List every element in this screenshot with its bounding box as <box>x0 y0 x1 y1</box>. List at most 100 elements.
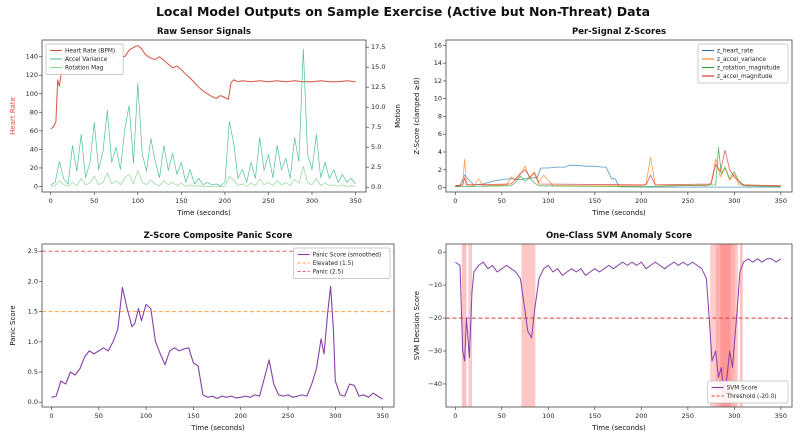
svg-text:150: 150 <box>589 412 601 420</box>
svg-text:150: 150 <box>175 197 187 205</box>
svg-text:100: 100 <box>26 90 38 98</box>
svg-text:Panic Score (smoothed): Panic Score (smoothed) <box>313 253 382 259</box>
svg-text:Threshold (-20.0): Threshold (-20.0) <box>726 394 777 400</box>
svg-text:−30: −30 <box>428 347 442 355</box>
chart-canvas: 0 50 100 150 200 250 300 350 0 −10 −20 −30 −40 One-Cl… <box>413 231 793 432</box>
svg-text:z_accel_variance: z_accel_variance <box>717 57 766 63</box>
svg-text:300: 300 <box>728 197 740 205</box>
svg-text:10: 10 <box>434 95 442 103</box>
svg-text:100: 100 <box>542 412 554 420</box>
svg-text:350: 350 <box>376 412 388 420</box>
svg-text:5.0: 5.0 <box>371 143 381 151</box>
svg-text:350: 350 <box>775 412 787 420</box>
svg-text:200: 200 <box>635 412 647 420</box>
svg-text:Heart Rate: Heart Rate <box>9 97 17 135</box>
svg-text:Rotation Mag: Rotation Mag <box>65 66 104 72</box>
svg-text:SVM Score: SVM Score <box>727 386 758 392</box>
svg-text:150: 150 <box>589 197 601 205</box>
svg-text:Time (seconds): Time (seconds) <box>591 209 646 217</box>
svg-text:0: 0 <box>438 248 442 256</box>
svg-text:50: 50 <box>95 412 103 420</box>
svg-text:40: 40 <box>30 145 38 153</box>
svg-text:150: 150 <box>187 412 199 420</box>
svg-text:200: 200 <box>234 412 246 420</box>
svg-text:12.5: 12.5 <box>371 83 385 91</box>
svg-text:0: 0 <box>49 197 53 205</box>
svg-text:4: 4 <box>438 148 442 156</box>
svg-text:Raw Sensor Signals: Raw Sensor Signals <box>157 27 251 37</box>
svm-anomaly-chart: 0 50 100 150 200 250 300 350 0 −10 −20 −30 −40 One-Cl… <box>410 228 802 439</box>
svg-text:0: 0 <box>453 412 457 420</box>
svg-text:0: 0 <box>34 182 38 190</box>
svg-text:SVM Decision Score: SVM Decision Score <box>413 291 421 360</box>
svg-text:−40: −40 <box>428 380 442 388</box>
svg-text:−10: −10 <box>428 281 442 289</box>
svg-text:Z-Score Composite Panic Score: Z-Score Composite Panic Score <box>144 231 293 241</box>
svg-text:0.0: 0.0 <box>371 183 381 191</box>
svg-text:250: 250 <box>282 412 294 420</box>
svg-text:Heart Rate (BPM): Heart Rate (BPM) <box>65 49 115 55</box>
svg-text:250: 250 <box>682 197 694 205</box>
svg-text:0: 0 <box>453 197 457 205</box>
svg-text:0.5: 0.5 <box>28 368 38 376</box>
svg-text:z_accel_magnitude: z_accel_magnitude <box>717 74 773 80</box>
svg-text:0.0: 0.0 <box>28 398 38 406</box>
svg-text:Elevated (1.5): Elevated (1.5) <box>313 261 354 267</box>
svg-text:2: 2 <box>438 166 442 174</box>
panic-score-chart: 0 50 100 150 200 250 300 350 0.0 0.5 1.0 1.5 2.0 2.5 Z… <box>6 228 404 439</box>
svg-text:17.5: 17.5 <box>371 43 385 51</box>
svg-text:300: 300 <box>329 412 341 420</box>
svg-text:50: 50 <box>90 197 98 205</box>
svg-text:350: 350 <box>349 197 361 205</box>
svg-text:200: 200 <box>219 197 231 205</box>
svg-text:2.0: 2.0 <box>28 277 38 285</box>
svg-text:140: 140 <box>26 53 38 61</box>
raw-sensor-signals-chart: 0 50 100 150 200 250 300 350 0 20 40 60 80 100 120 140 0… <box>6 24 404 224</box>
svg-text:80: 80 <box>30 108 38 116</box>
svg-text:12: 12 <box>434 77 442 85</box>
svg-text:Panic Score: Panic Score <box>9 305 17 345</box>
svg-text:6: 6 <box>438 130 442 138</box>
svg-text:10.0: 10.0 <box>371 103 385 111</box>
svg-text:0: 0 <box>49 412 53 420</box>
svg-text:Motion: Motion <box>394 104 402 128</box>
svg-text:20: 20 <box>30 164 38 172</box>
svg-text:z_heart_rate: z_heart_rate <box>717 49 753 55</box>
svg-text:Panic (2.5): Panic (2.5) <box>313 270 344 276</box>
svg-text:Per-Signal Z-Scores: Per-Signal Z-Scores <box>572 27 666 37</box>
chart-canvas: 0 50 100 150 200 250 300 350 0.0 0.5 1.0 1.5 2.0 2.5 Z… <box>9 231 395 432</box>
svg-text:100: 100 <box>132 197 144 205</box>
svg-text:2.5: 2.5 <box>28 247 38 255</box>
svg-text:Time (seconds): Time (seconds) <box>190 424 245 432</box>
svg-text:7.5: 7.5 <box>371 123 381 131</box>
chart-canvas: 0 50 100 150 200 250 300 350 0 20 40 60 80 100 120 140 0… <box>9 27 402 217</box>
svg-text:Accel Variance: Accel Variance <box>65 57 108 63</box>
svg-text:250: 250 <box>262 197 274 205</box>
svg-text:z_rotation_magnitude: z_rotation_magnitude <box>717 66 780 72</box>
svg-text:350: 350 <box>775 197 787 205</box>
svg-text:250: 250 <box>682 412 694 420</box>
svg-text:50: 50 <box>498 412 506 420</box>
svg-text:Time (seconds): Time (seconds) <box>591 424 646 432</box>
svg-text:200: 200 <box>635 197 647 205</box>
svg-text:8: 8 <box>438 112 442 120</box>
svg-text:50: 50 <box>498 197 506 205</box>
svg-text:15.0: 15.0 <box>371 63 385 71</box>
svg-text:2.5: 2.5 <box>371 163 381 171</box>
figure-title: Local Model Outputs on Sample Exercise (… <box>155 4 651 19</box>
svg-text:16: 16 <box>434 41 442 49</box>
svg-text:One-Class SVM Anomaly Score: One-Class SVM Anomaly Score <box>546 231 692 241</box>
svg-text:0: 0 <box>438 184 442 192</box>
chart-canvas: 0 50 100 150 200 250 300 350 0 2 4 6 8 10 12 14 16 Per-Si… <box>413 27 793 217</box>
svg-text:Time (seconds): Time (seconds) <box>176 209 231 217</box>
svg-text:300: 300 <box>728 412 740 420</box>
svg-text:100: 100 <box>140 412 152 420</box>
svg-text:14: 14 <box>434 59 442 67</box>
svg-text:−20: −20 <box>428 314 442 322</box>
svg-text:100: 100 <box>542 197 554 205</box>
svg-text:Z-Score (clamped ≥0): Z-Score (clamped ≥0) <box>413 77 421 154</box>
per-signal-zscores-chart: 0 50 100 150 200 250 300 350 0 2 4 6 8 10 12 14 16 Per-Si… <box>410 24 802 224</box>
svg-text:1.0: 1.0 <box>28 338 38 346</box>
svg-text:120: 120 <box>26 71 38 79</box>
